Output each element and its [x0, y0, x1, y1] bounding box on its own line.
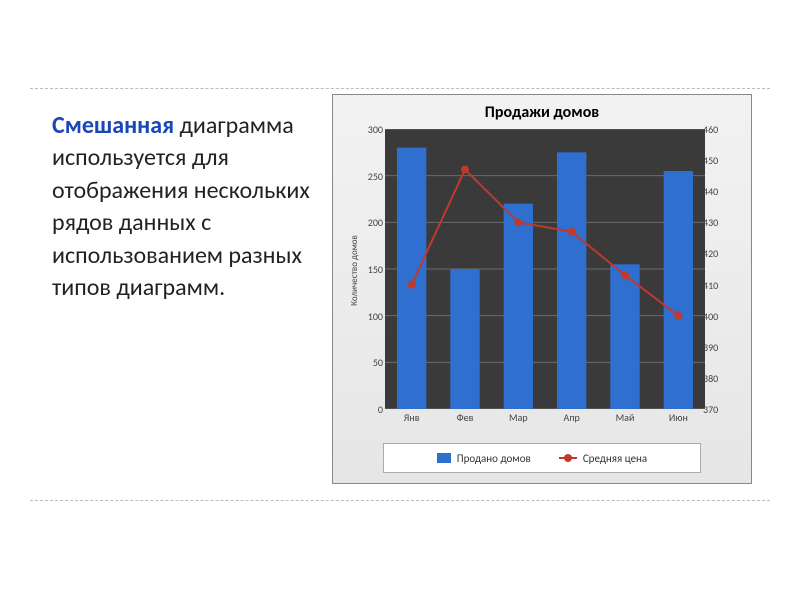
axis-tick: 200	[357, 216, 383, 229]
divider-bottom	[30, 500, 770, 501]
axis-tick: 300	[357, 123, 383, 136]
legend-swatch-bar	[437, 453, 451, 463]
description-paragraph: Смешанная диаграмма используется для ото…	[52, 110, 312, 304]
axis-tick: 460	[703, 123, 729, 136]
line-marker	[408, 281, 416, 289]
axis-tick: 400	[703, 310, 729, 323]
axis-tick: 440	[703, 185, 729, 198]
legend-item-line: Средняя цена	[559, 452, 647, 465]
axis-tick: 0	[357, 403, 383, 416]
bar	[504, 204, 533, 409]
chart-title: Продажи домов	[333, 95, 751, 126]
x-tick: Мар	[498, 411, 538, 424]
bar	[610, 264, 639, 409]
x-tick: Янв	[392, 411, 432, 424]
legend-label-line: Средняя цена	[583, 452, 647, 465]
x-tick: Июн	[658, 411, 698, 424]
keyword: Смешанная	[52, 111, 174, 140]
divider-top	[30, 88, 770, 89]
line-marker	[514, 218, 522, 226]
axis-tick: 390	[703, 341, 729, 354]
x-tick: Фев	[445, 411, 485, 424]
axis-tick: 50	[357, 356, 383, 369]
bar	[557, 152, 586, 409]
plot-area	[385, 129, 705, 409]
legend-item-bars: Продано домов	[437, 452, 531, 465]
axis-tick: 410	[703, 279, 729, 292]
axis-tick: 150	[357, 263, 383, 276]
legend: Продано домов Средняя цена	[383, 443, 701, 473]
axis-tick: 430	[703, 216, 729, 229]
bar	[397, 148, 426, 409]
line-marker	[621, 271, 629, 279]
axis-tick: 420	[703, 247, 729, 260]
line-marker	[568, 228, 576, 236]
legend-swatch-line	[559, 457, 577, 459]
chart-card: Продажи домов Количество домов Средняя с…	[332, 94, 752, 484]
x-tick: Май	[605, 411, 645, 424]
axis-tick: 250	[357, 170, 383, 183]
axis-tick: 100	[357, 310, 383, 323]
axis-tick: 370	[703, 403, 729, 416]
x-tick: Апр	[552, 411, 592, 424]
line-marker	[674, 312, 682, 320]
bar	[450, 269, 479, 409]
axis-tick: 380	[703, 372, 729, 385]
axis-tick: 450	[703, 154, 729, 167]
line-marker	[461, 165, 469, 173]
bar	[664, 171, 693, 409]
legend-label-bars: Продано домов	[457, 452, 531, 465]
